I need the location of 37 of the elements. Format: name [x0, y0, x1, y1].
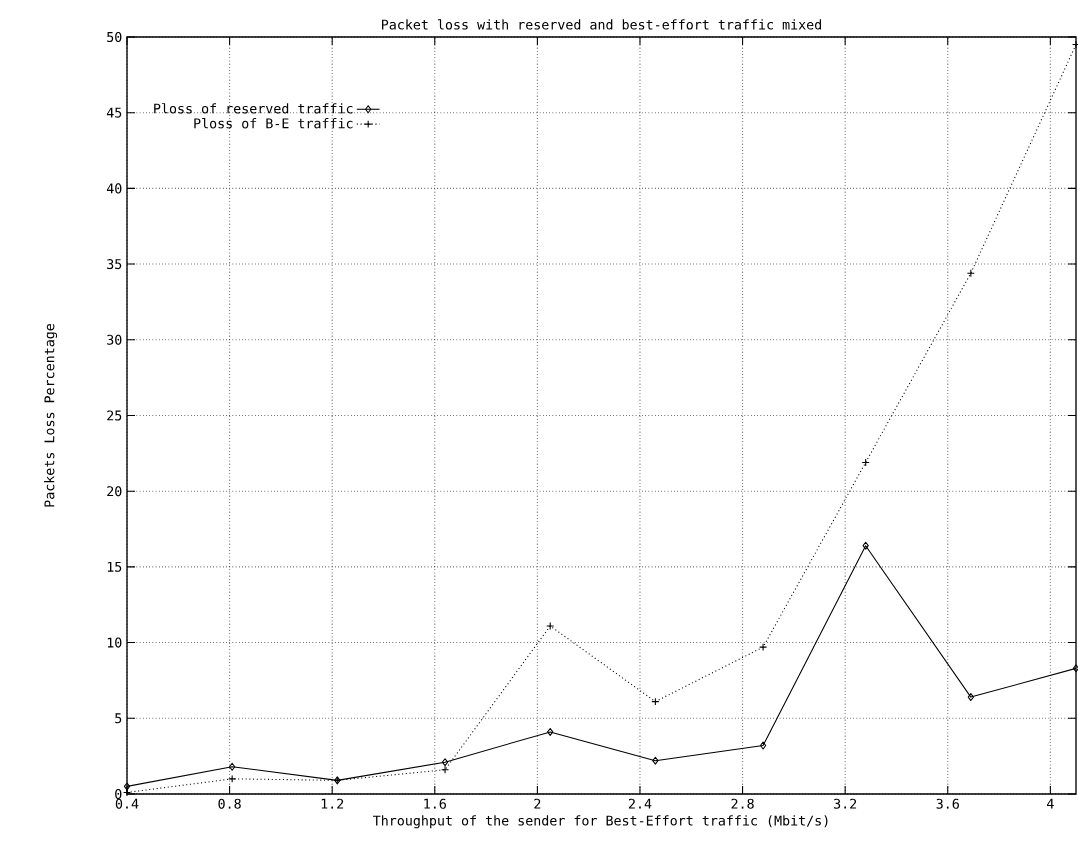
y-tick-label: 20 [107, 486, 122, 497]
x-tick-label: 4 [1047, 798, 1054, 809]
point [967, 693, 974, 702]
x-axis-title: Throughput of the sender for Best-Effort traffic (Mbit/s) [373, 815, 828, 829]
y-tick-label: 30 [107, 334, 122, 345]
x-tick-label: 1.6 [424, 798, 446, 809]
point [123, 782, 131, 791]
point [546, 621, 555, 630]
x-tick-label: 2.8 [731, 798, 754, 809]
point [229, 762, 236, 771]
y-tick-label: 40 [106, 183, 122, 194]
legend-label: Ploss of B-E traffic [194, 118, 353, 129]
point [547, 727, 554, 736]
point [759, 741, 767, 750]
x-tick-label: 0.4 [115, 798, 139, 809]
y-tick-label: 15 [107, 561, 122, 572]
x-tick-label: 0.8 [218, 798, 241, 809]
legend-label: Ploss of reserved traffic [154, 103, 353, 114]
point [441, 758, 449, 767]
y-tick-label: 50 [107, 31, 122, 43]
x-tick-label: 3.2 [834, 798, 857, 809]
point [862, 541, 869, 550]
x-tick-label: 2.4 [628, 798, 652, 809]
x-tick-label: 3.6 [936, 798, 959, 809]
point [759, 643, 768, 652]
y-axis-title: Packets Loss Percentage [44, 323, 58, 507]
x-tick-label: 1.2 [321, 798, 344, 809]
y-tick-label: 45 [106, 107, 122, 118]
point [652, 756, 659, 765]
y-tick-label: 35 [107, 259, 122, 270]
point [441, 765, 450, 774]
y-tick-label: 5 [115, 713, 122, 724]
x-tick-label: 2 [534, 798, 541, 809]
y-tick-label: 0 [115, 788, 122, 800]
chart-title: Packet loss with reserved and best-effort traffic mixed [382, 19, 821, 30]
y-tick-label: 10 [107, 637, 122, 648]
y-tick-label: 25 [107, 410, 122, 421]
